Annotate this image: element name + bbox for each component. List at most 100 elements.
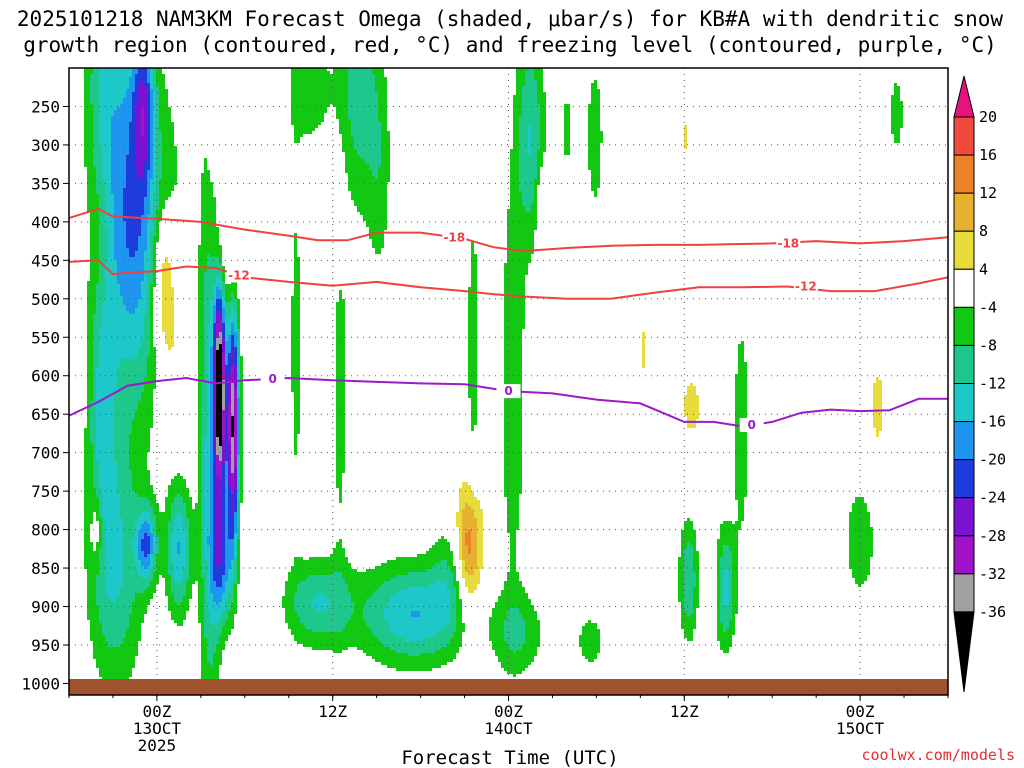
- omega-cell: [96, 143, 99, 146]
- omega-cell: [132, 140, 135, 143]
- omega-cell: [510, 164, 513, 167]
- omega-cell: [297, 128, 300, 131]
- omega-cell: [567, 131, 570, 134]
- omega-cell: [366, 116, 369, 119]
- omega-cell: [375, 179, 378, 182]
- omega-cell: [360, 80, 363, 83]
- omega-cell: [891, 98, 894, 101]
- omega-cell: [108, 143, 111, 146]
- omega-cell: [516, 143, 519, 146]
- omega-cell: [201, 314, 204, 317]
- omega-cell: [381, 68, 384, 71]
- omega-cell: [90, 185, 93, 188]
- omega-cell: [381, 143, 384, 146]
- omega-cell: [156, 107, 159, 110]
- omega-cell: [378, 89, 381, 92]
- omega-cell: [516, 233, 519, 236]
- omega-cell: [474, 320, 477, 323]
- omega-cell: [348, 134, 351, 137]
- omega-cell: [129, 110, 132, 113]
- omega-cell: [225, 308, 228, 311]
- omega-cell: [366, 134, 369, 137]
- omega-cell: [339, 80, 342, 83]
- omega-cell: [90, 197, 93, 200]
- omega-cell: [372, 158, 375, 161]
- omega-cell: [135, 170, 138, 173]
- omega-cell: [375, 215, 378, 218]
- omega-cell: [135, 128, 138, 131]
- omega-cell: [126, 224, 129, 227]
- omega-cell: [339, 317, 342, 320]
- omega-cell: [216, 248, 219, 251]
- omega-cell: [219, 314, 222, 317]
- omega-cell: [519, 227, 522, 230]
- omega-cell: [135, 215, 138, 218]
- omega-cell: [684, 140, 687, 143]
- omega-cell: [141, 101, 144, 104]
- omega-cell: [519, 296, 522, 299]
- omega-cell: [123, 164, 126, 167]
- omega-cell: [321, 104, 324, 107]
- omega-cell: [120, 236, 123, 239]
- omega-cell: [111, 308, 114, 311]
- omega-cell: [525, 272, 528, 275]
- omega-cell: [204, 323, 207, 326]
- omega-cell: [93, 308, 96, 311]
- omega-cell: [504, 287, 507, 290]
- omega-cell: [375, 146, 378, 149]
- omega-cell: [204, 296, 207, 299]
- omega-cell: [372, 131, 375, 134]
- omega-cell: [588, 158, 591, 161]
- omega-cell: [102, 182, 105, 185]
- omega-cell: [537, 161, 540, 164]
- omega-cell: [144, 311, 147, 314]
- omega-cell: [363, 194, 366, 197]
- omega-cell: [114, 233, 117, 236]
- omega-cell: [99, 176, 102, 179]
- omega-cell: [363, 131, 366, 134]
- omega-cell: [159, 95, 162, 98]
- omega-cell: [108, 134, 111, 137]
- omega-cell: [111, 275, 114, 278]
- omega-cell: [129, 290, 132, 293]
- omega-cell: [519, 137, 522, 140]
- omega-cell: [588, 131, 591, 134]
- omega-cell: [108, 320, 111, 323]
- omega-cell: [141, 251, 144, 254]
- omega-cell: [105, 182, 108, 185]
- omega-cell: [354, 83, 357, 86]
- omega-cell: [339, 302, 342, 305]
- omega-cell: [510, 197, 513, 200]
- omega-cell: [129, 263, 132, 266]
- omega-cell: [135, 74, 138, 77]
- omega-cell: [516, 200, 519, 203]
- omega-cell: [354, 119, 357, 122]
- omega-cell: [117, 122, 120, 125]
- omega-cell: [513, 233, 516, 236]
- omega-cell: [141, 182, 144, 185]
- omega-cell: [513, 134, 516, 137]
- omega-cell: [156, 155, 159, 158]
- omega-cell: [159, 122, 162, 125]
- omega-cell: [123, 266, 126, 269]
- omega-cell: [117, 311, 120, 314]
- omega-cell: [144, 68, 147, 71]
- omega-cell: [387, 173, 390, 176]
- omega-cell: [129, 233, 132, 236]
- omega-cell: [93, 173, 96, 176]
- omega-cell: [150, 98, 153, 101]
- omega-cell: [90, 293, 93, 296]
- omega-cell: [114, 194, 117, 197]
- omega-cell: [891, 107, 894, 110]
- omega-cell: [372, 89, 375, 92]
- omega-cell: [84, 89, 87, 92]
- omega-cell: [519, 197, 522, 200]
- omega-cell: [357, 134, 360, 137]
- omega-cell: [540, 122, 543, 125]
- omega-cell: [90, 92, 93, 95]
- omega-cell: [198, 308, 201, 311]
- omega-cell: [105, 92, 108, 95]
- omega-cell: [354, 86, 357, 89]
- omega-cell: [345, 86, 348, 89]
- omega-cell: [165, 317, 168, 320]
